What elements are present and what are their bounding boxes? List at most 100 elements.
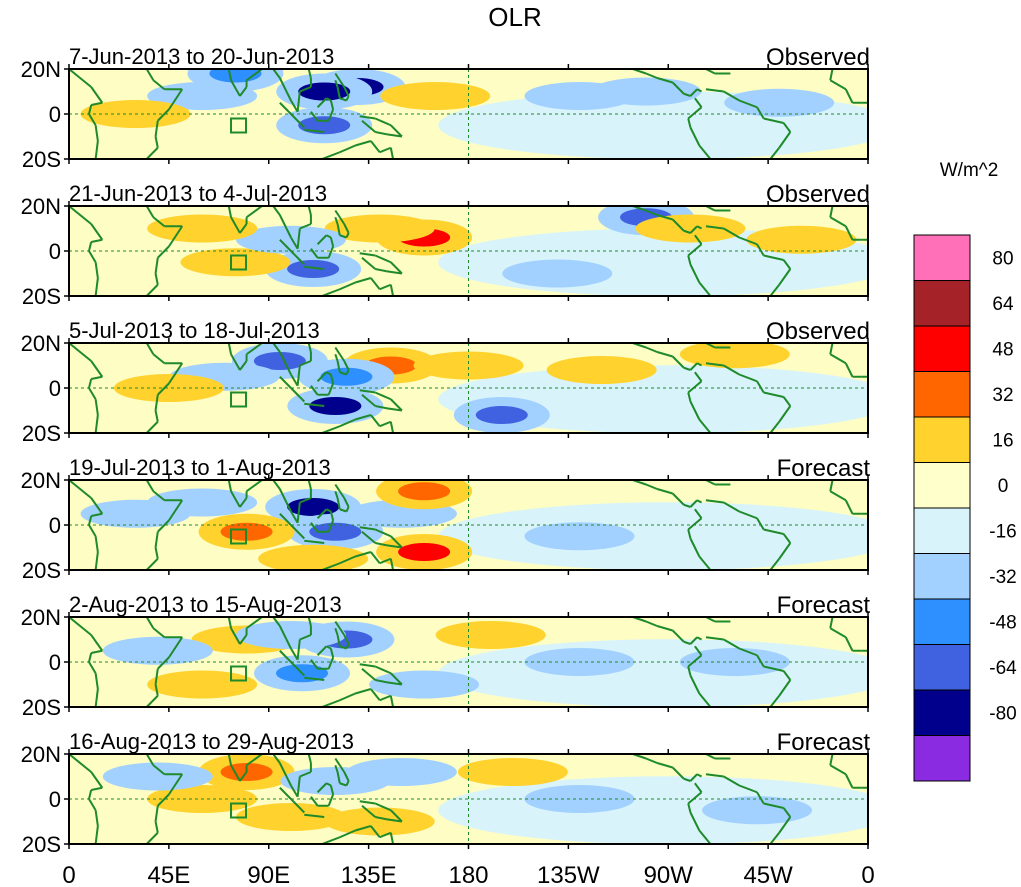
coastline-segment [389,695,395,707]
colorbar-tick-label: 0 [998,476,1009,497]
panel-6: 20N 0 20S 16-Aug-2013 to 29-Aug-2013 Forecas… [21,729,871,857]
coastline-segment [778,131,792,149]
coastline-segment [374,665,392,675]
coastline-segment [361,804,376,818]
coastline-segment [345,643,350,649]
coastline-segment [290,387,303,400]
coastline-segment [361,393,376,407]
coastline-segment [296,365,301,386]
coastline-segment [90,238,103,243]
coastline-segment [168,773,184,796]
coastline-segment [782,670,792,681]
coastline-segment [375,131,387,136]
panel-kind-label: Observed [766,318,870,345]
coastline-segment [345,369,350,375]
coastline-segment [90,375,103,380]
coastline-segment [299,497,312,504]
anomaly-cell-1 [309,397,362,415]
coastline-segment [299,771,312,778]
colorbar-swatch-11 [913,689,971,736]
coastline-segment [334,346,341,355]
coastline-segment [296,502,301,523]
coastline-segment [304,265,325,270]
coastline-segment [94,825,99,844]
coastline-segment [355,277,372,284]
coastline-segment [694,782,703,793]
coastline-segment [379,420,392,428]
coastline-segment [763,665,784,672]
coastline-segment [671,629,685,643]
coastline-segment [696,225,702,230]
coastline-segment [844,362,854,378]
coastline-segment [239,223,248,234]
coastline-segment [389,421,395,433]
coastline-segment [656,351,673,358]
coastline-segment [230,216,241,234]
coastline-segment [343,223,350,234]
coastline-segment [152,353,166,365]
coastline-segment [94,673,99,690]
coastline-segment [290,510,299,524]
y-tick-label: 0 [49,650,61,675]
coastline-segment [152,490,166,502]
panel-period-label: 5-Jul-2013 to 18-Jul-2013 [69,318,320,343]
coastline-segment [278,214,288,229]
coastline-segment [338,353,346,362]
coastline-segment [154,257,159,274]
colorbar: W/m^2 80 64 48 32 16 0 -16 -32 -48 -64 -80 [913,160,1017,782]
colorbar-tick-label: 80 [992,249,1013,270]
coastline-segment [334,79,339,88]
coastline-segment [689,127,701,146]
coastline-segment [645,72,658,79]
coastline-segment [738,236,758,246]
coastline-segment [336,497,341,510]
coastline-segment [278,77,288,92]
coastline-segment [336,771,341,784]
coastline-segment [375,268,387,273]
coastline-segment [705,773,724,778]
coastline-segment [343,86,350,97]
coastline-segment [310,796,319,807]
coastline-segment [355,688,372,695]
coastline-segment [687,803,692,813]
coastline-segment [829,490,847,502]
coastline-segment [390,261,403,275]
coastline-segment [359,526,376,531]
coastline-segment [336,360,341,373]
anomaly-cell-8 [80,499,191,528]
y-tick-label: 20S [22,695,61,720]
coastline-segment [671,81,685,95]
coastline-segment [278,625,288,640]
x-tick-label: 45E [148,862,191,887]
coastline-segment [316,508,328,519]
coastline-segment [239,634,248,645]
coastline-segment [361,667,376,681]
coastline-segment [756,791,765,805]
coastline-segment [763,254,784,261]
coastline-segment [359,663,376,668]
coastline-segment [279,102,292,115]
coastline-segment [301,535,305,540]
coastline-segment [671,218,685,232]
panel-kind-label: Forecast [777,592,871,619]
coastline-segment [738,373,758,383]
coastline-segment [90,360,104,378]
coastline-segment [763,528,784,535]
coastline-segment [698,829,712,844]
x-axis: 0 45E 90E 135E 180 135W 90W 45W 0 [62,862,874,887]
anomaly-cell-2 [253,352,306,370]
colorbar-tick-label: 64 [992,294,1014,315]
colorbar-tick-label: -80 [989,704,1016,725]
coastline-segment [769,421,781,433]
coastline-segment [696,362,702,367]
coastline-segment [327,794,335,807]
anomaly-cell-5 [413,351,524,380]
coastline-segment [145,832,159,844]
coastline-segment [69,343,92,362]
coastline-segment [698,281,712,296]
coastline-segment [370,551,381,564]
coastline-segment [285,639,292,649]
coastline-segment [290,99,299,113]
coastline-segment [304,676,325,681]
region-box-marker [230,528,248,545]
